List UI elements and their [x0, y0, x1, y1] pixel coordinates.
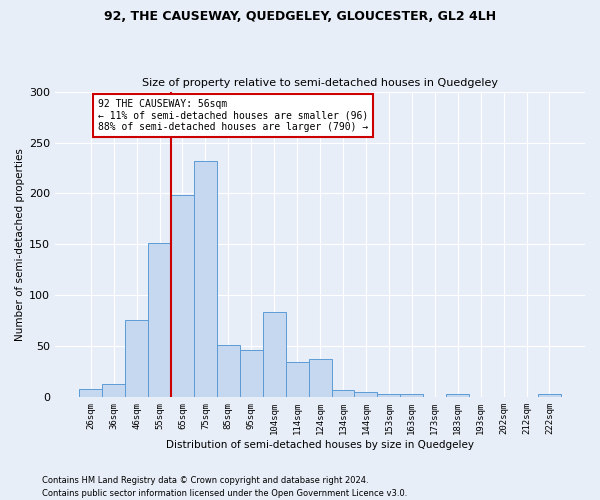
Bar [308, 358, 332, 398]
Bar [263, 312, 286, 398]
Bar [125, 320, 148, 398]
Bar [377, 394, 400, 398]
Text: 92, THE CAUSEWAY, QUEDGELEY, GLOUCESTER, GL2 4LH: 92, THE CAUSEWAY, QUEDGELEY, GLOUCESTER,… [104, 10, 496, 23]
Bar [446, 394, 469, 398]
Text: 92 THE CAUSEWAY: 56sqm
← 11% of semi-detached houses are smaller (96)
88% of sem: 92 THE CAUSEWAY: 56sqm ← 11% of semi-det… [98, 98, 368, 132]
Bar [217, 346, 240, 398]
Y-axis label: Number of semi-detached properties: Number of semi-detached properties [15, 148, 25, 341]
Text: Contains HM Land Registry data © Crown copyright and database right 2024.
Contai: Contains HM Land Registry data © Crown c… [42, 476, 407, 498]
Bar [355, 392, 377, 398]
Bar [148, 244, 171, 398]
Bar [538, 394, 561, 398]
Title: Size of property relative to semi-detached houses in Quedgeley: Size of property relative to semi-detach… [142, 78, 498, 88]
Bar [286, 362, 308, 398]
Bar [400, 394, 423, 398]
Bar [240, 350, 263, 398]
Bar [194, 161, 217, 398]
Bar [332, 390, 355, 398]
Bar [79, 389, 102, 398]
X-axis label: Distribution of semi-detached houses by size in Quedgeley: Distribution of semi-detached houses by … [166, 440, 474, 450]
Bar [171, 194, 194, 398]
Bar [102, 384, 125, 398]
